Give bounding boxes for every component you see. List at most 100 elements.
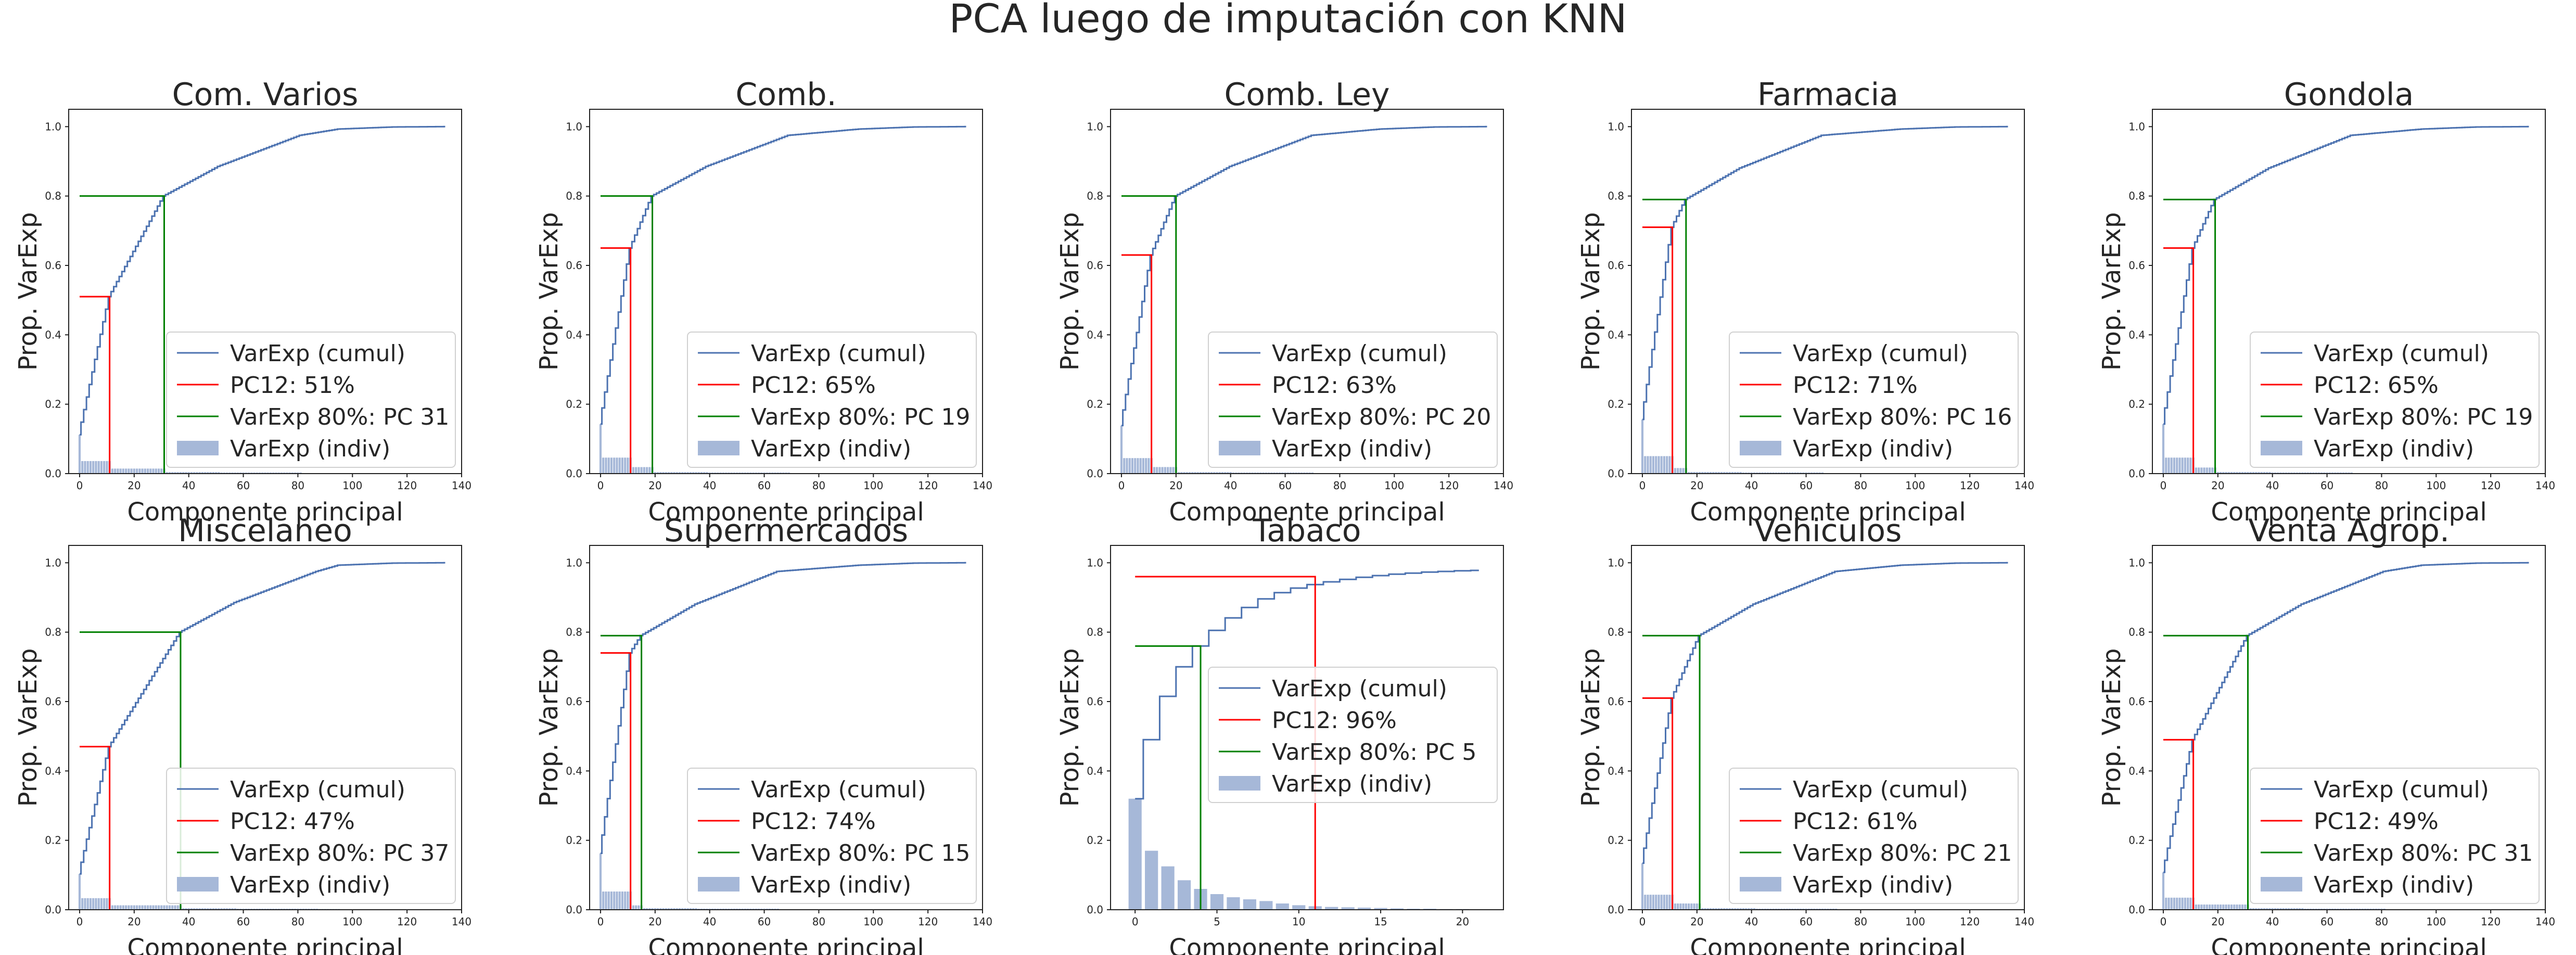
bar: [637, 905, 640, 910]
bar: [2244, 905, 2247, 910]
bar: [2328, 908, 2331, 910]
bar: [234, 908, 236, 910]
bar: [2356, 908, 2358, 910]
bar: [119, 468, 122, 474]
bar: [2367, 908, 2369, 910]
bar: [2271, 472, 2274, 474]
bar: [689, 908, 692, 910]
bar: [1745, 908, 1748, 910]
bar: [1769, 908, 1772, 910]
bar: [1813, 908, 1816, 910]
x-tick-label: 100: [2426, 915, 2446, 928]
axes-frame: [1110, 109, 1504, 474]
x-tick-label: 60: [1800, 915, 1813, 928]
bar: [182, 908, 185, 910]
bar: [673, 908, 675, 910]
bar: [95, 461, 97, 474]
legend-indiv-label: VarExp (indiv): [751, 436, 911, 462]
x-tick-label: 80: [1333, 479, 1346, 492]
bar: [81, 461, 84, 474]
bar: [2216, 905, 2219, 910]
bar: [2187, 897, 2189, 910]
bar: [1693, 472, 1695, 474]
bar: [135, 905, 138, 910]
bar: [1706, 472, 1709, 474]
bar: [2304, 472, 2306, 474]
y-tick-label: 0.8: [2128, 626, 2145, 639]
bar: [1805, 472, 1807, 474]
bar: [599, 424, 602, 474]
var80-line: [1642, 198, 1687, 474]
chart-panel: 0 20 40 60 80 100 120 140 0.0 0.2 0.4 0.6 0.8 1.0 Farm…: [1576, 77, 2034, 527]
x-tick-label: 140: [973, 915, 992, 928]
bar: [1216, 472, 1218, 474]
bar: [114, 468, 117, 474]
bar: [2383, 908, 2386, 910]
bar: [1647, 456, 1649, 474]
bar: [207, 472, 209, 474]
bar: [776, 908, 779, 910]
bar: [2165, 897, 2167, 910]
bar: [1745, 472, 1748, 474]
bar: [100, 461, 103, 474]
bar: [665, 472, 667, 474]
var80-line: [79, 631, 182, 910]
bar: [1789, 908, 1791, 910]
bar: [2339, 472, 2342, 474]
bar: [152, 905, 155, 910]
bar: [1816, 908, 1818, 910]
bar: [2317, 472, 2320, 474]
chart-panel: 0 20 40 60 80 100 120 140 0.0 0.2 0.4 0.6 0.8 1.0 Comb…: [534, 77, 992, 527]
bar: [2225, 905, 2227, 910]
bar: [654, 908, 656, 910]
bar: [2266, 908, 2268, 910]
axes-frame: [589, 545, 983, 910]
bar: [695, 472, 697, 474]
bar: [2337, 908, 2339, 910]
legend-box: [687, 332, 977, 468]
bar: [1677, 468, 1679, 474]
bar: [2258, 472, 2260, 474]
pc12-line: [2163, 738, 2195, 910]
x-tick-label: 40: [1224, 479, 1237, 492]
bar: [1769, 472, 1772, 474]
bar: [2170, 897, 2173, 910]
y-tick-label: 0.0: [2128, 903, 2145, 916]
y-tick-label: 1.0: [1087, 120, 1103, 133]
bar: [84, 898, 86, 910]
bar: [1259, 901, 1273, 910]
bar: [763, 908, 766, 910]
y-tick-label: 0.2: [2128, 398, 2145, 411]
bar: [2189, 897, 2192, 910]
bar: [1227, 472, 1229, 474]
bar: [2189, 457, 2192, 474]
x-axis-label: Componente principal: [127, 498, 403, 527]
bar: [1695, 903, 1698, 910]
bar: [1663, 895, 1666, 910]
y-tick-label: 0.2: [566, 834, 582, 847]
bar: [1717, 472, 1720, 474]
bar: [681, 908, 684, 910]
bar: [1682, 468, 1685, 474]
bar: [1796, 908, 1799, 910]
legend-box: [2250, 332, 2540, 468]
bar: [163, 905, 165, 910]
bar: [2268, 472, 2271, 474]
bar: [1734, 908, 1737, 910]
legend-indiv-label: VarExp (indiv): [2314, 436, 2474, 462]
y-axis-label: Prop. VarExp: [2097, 212, 2126, 371]
bar: [2233, 905, 2236, 910]
x-tick-label: 120: [2481, 915, 2501, 928]
x-axis-label: Componente principal: [2211, 498, 2486, 527]
bar: [2375, 908, 2378, 910]
bar: [2350, 908, 2353, 910]
bar: [2282, 472, 2285, 474]
y-tick-label: 0.2: [1608, 834, 1624, 847]
chart-panel: 0 20 40 60 80 100 120 140 0.0 0.2 0.4 0.6 0.8 1.0 Gond…: [2097, 77, 2555, 527]
y-tick-label: 1.0: [2128, 556, 2145, 569]
y-tick-label: 0.0: [566, 467, 582, 480]
bar: [1191, 472, 1194, 474]
bar: [2236, 905, 2238, 910]
bar: [2203, 467, 2205, 474]
bar: [1210, 894, 1224, 910]
